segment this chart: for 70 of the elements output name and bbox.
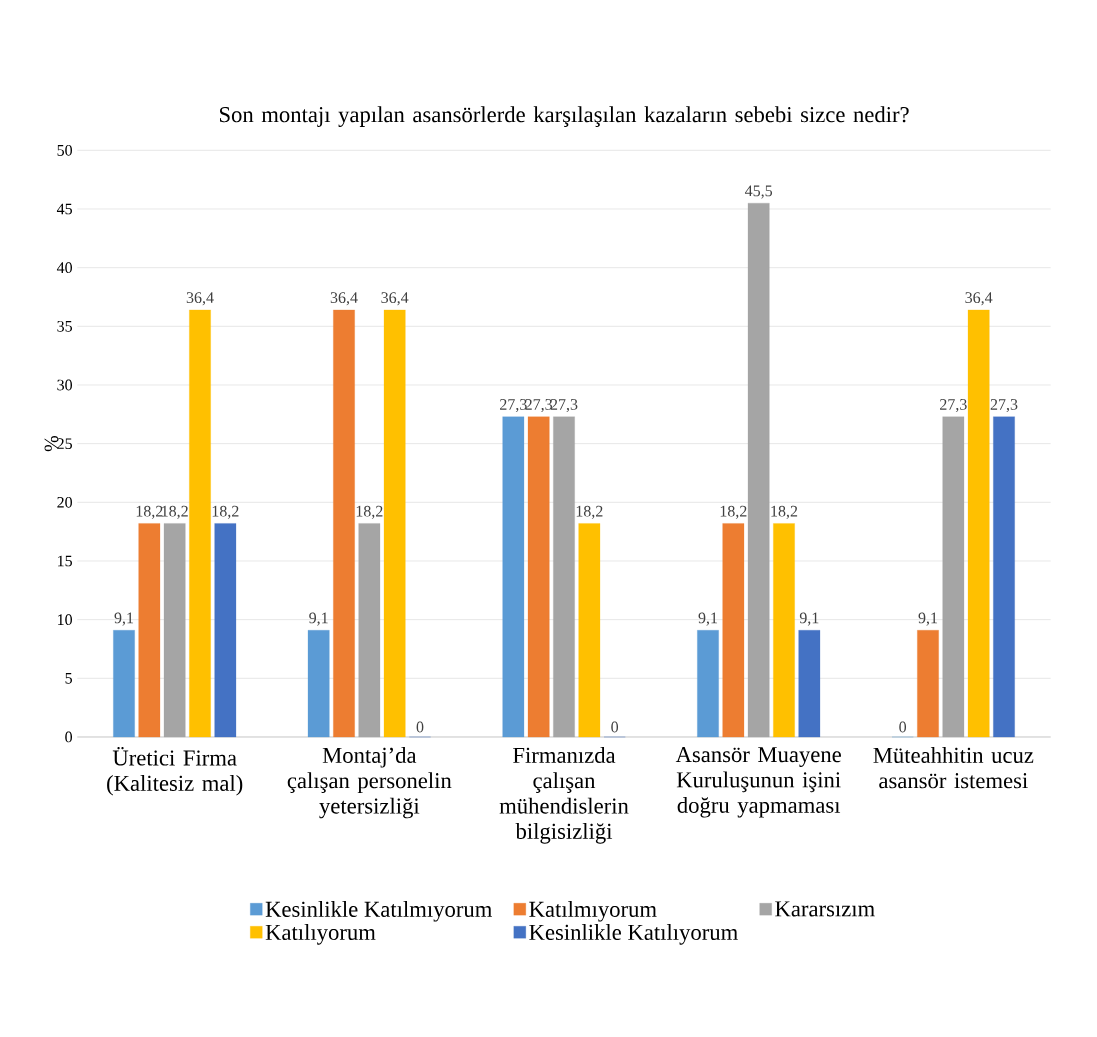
y-tick-label: 5 [65,673,73,684]
bar [993,416,1015,738]
bar [747,202,770,738]
legend-label: Kesinlikle Katılmıyorum [265,900,493,922]
bar [578,523,601,738]
y-tick-label: 50 [57,144,73,156]
y-tick-label: 35 [57,320,73,332]
x-tick-label: Montaj’da çalışan personelin yetersizliği [287,747,452,819]
bar [527,416,550,738]
data-label: 36,4 [965,292,993,306]
y-tick-label: 30 [57,379,73,391]
y-axis-title: % [44,436,59,452]
data-label: 18,2 [136,505,163,519]
y-tick-label: 25 [57,438,73,450]
data-label: 36,4 [330,292,358,306]
y-tick-label: 15 [58,555,73,567]
data-label: 18,2 [356,505,383,519]
data-label: 0 [416,721,424,733]
data-label: 27,3 [990,399,1018,413]
legend-label: Katılmıyorum [529,900,657,922]
y-tick-label: 40 [56,262,73,274]
data-label: 18,2 [212,505,239,519]
data-label: 0 [899,721,907,733]
data-label: 9,1 [799,612,819,626]
bar [358,523,381,738]
y-tick-label: 0 [65,731,73,743]
data-label: 18,2 [576,505,603,519]
data-label: 18,2 [720,505,747,519]
data-label: 9,1 [114,612,134,626]
bar [697,630,719,738]
x-tick-label: Asansör Muayene Kuruluşunun işini doğru yapmaması [675,747,841,818]
bar [138,523,161,738]
bar [163,523,186,738]
bar [773,523,795,738]
bar [722,523,745,738]
bar [798,630,821,738]
data-label: 27,3 [550,399,578,413]
y-tick-label: 10 [58,614,73,626]
data-label: 18,2 [771,505,798,519]
bar [333,309,355,738]
y-tick-label: 20 [57,496,73,508]
bar [189,309,211,738]
legend-label: Katılıyorum [265,924,376,945]
bar [553,416,575,738]
data-label: 0 [611,721,619,733]
x-tick-label: Firmanızda çalışan mühendislerin bilgisizliği [499,747,629,844]
bar [113,630,135,738]
data-label: 9,1 [918,612,938,626]
data-label: 27,3 [525,399,553,413]
bar [967,309,990,738]
legend-label: Kesinlikle Katılıyorum [529,924,738,945]
chart-title: Son montajı yapılan asansörlerde karşılaşılan kazaların sebebi sizce nedir? [219,106,909,127]
bar [942,416,965,738]
x-tick-label: Üretici Firma (Kalitesiz mal) [107,747,243,796]
bar [214,523,237,738]
bar [383,309,406,738]
data-label: 9,1 [309,612,328,626]
data-label: 36,4 [381,292,409,306]
data-label: 18,2 [162,505,188,519]
legend-label: Kararsızım [775,901,875,917]
data-label: 9,1 [698,612,718,626]
data-label: 45,5 [744,185,773,199]
data-label: 27,3 [940,399,967,413]
x-tick-label: Müteahhitin ucuz asansör istemesi [873,747,1034,789]
y-tick-label: 45 [56,203,73,215]
bar [917,630,939,738]
bar [502,416,525,738]
bar [307,630,330,738]
data-label: 36,4 [186,292,214,306]
data-label: 27,3 [500,399,527,413]
